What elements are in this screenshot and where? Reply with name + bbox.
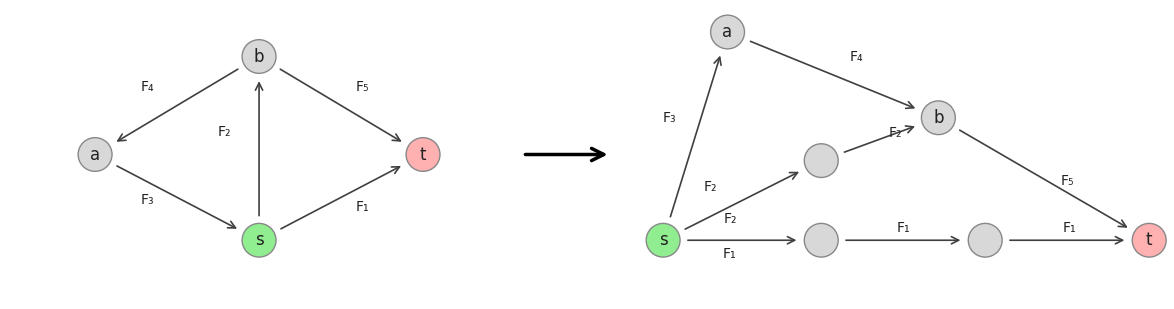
Text: a: a: [722, 23, 733, 41]
Ellipse shape: [804, 144, 838, 177]
Text: b: b: [254, 48, 264, 66]
Text: F₂: F₂: [723, 212, 736, 226]
Text: F₃: F₃: [662, 111, 676, 125]
Text: F₁: F₁: [1062, 221, 1077, 235]
Text: F₄: F₄: [850, 49, 863, 64]
Text: F₁: F₁: [356, 200, 369, 214]
Ellipse shape: [242, 223, 276, 257]
Text: F₅: F₅: [1060, 174, 1074, 188]
Text: t: t: [420, 146, 426, 163]
Text: F₁: F₁: [723, 247, 737, 261]
Ellipse shape: [922, 101, 956, 135]
Text: F₅: F₅: [356, 80, 369, 94]
Text: s: s: [659, 231, 668, 249]
Ellipse shape: [804, 223, 838, 257]
Text: a: a: [90, 146, 100, 163]
Text: t: t: [1146, 231, 1153, 249]
Text: s: s: [255, 231, 263, 249]
Text: F₂: F₂: [889, 126, 902, 140]
Text: F₂: F₂: [217, 125, 230, 138]
Ellipse shape: [646, 223, 680, 257]
Text: F₂: F₂: [703, 180, 717, 194]
Ellipse shape: [969, 223, 1003, 257]
Ellipse shape: [242, 40, 276, 73]
Text: F₁: F₁: [897, 221, 910, 235]
Ellipse shape: [79, 138, 112, 171]
Text: b: b: [933, 109, 944, 127]
Text: F₄: F₄: [141, 80, 155, 94]
Text: F₃: F₃: [141, 193, 155, 207]
Ellipse shape: [406, 138, 440, 171]
Ellipse shape: [1132, 223, 1166, 257]
Ellipse shape: [710, 15, 744, 49]
